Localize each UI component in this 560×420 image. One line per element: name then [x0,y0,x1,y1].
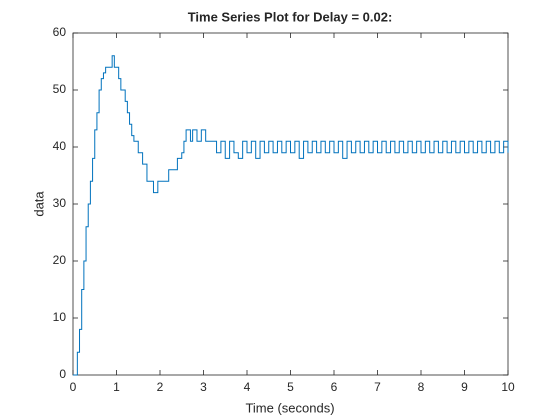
data-line [73,55,509,376]
x-tick-label: 2 [157,380,164,394]
y-tick-label: 40 [53,139,67,153]
y-tick-label: 20 [53,253,67,267]
x-tick-label: 0 [70,380,77,394]
x-tick-label: 6 [331,380,338,394]
y-tick-label: 30 [53,196,67,210]
x-tick-label: 9 [461,380,468,394]
y-tick-label: 0 [59,367,66,381]
y-tick-label: 10 [53,310,67,324]
x-tick-label: 4 [244,380,251,394]
y-tick-label: 50 [53,82,67,96]
y-axis-label: data [31,191,46,217]
x-tick-label: 1 [113,380,120,394]
x-tick-label: 7 [374,380,381,394]
y-tick-label: 60 [53,25,67,39]
x-tick-label: 3 [200,380,207,394]
x-axis-label: Time (seconds) [245,400,334,415]
chart-title: Time Series Plot for Delay = 0.02: [188,9,393,24]
plot-area [72,32,509,376]
x-tick-label: 5 [287,380,294,394]
x-tick-label: 10 [501,380,515,394]
x-tick-label: 8 [418,380,425,394]
